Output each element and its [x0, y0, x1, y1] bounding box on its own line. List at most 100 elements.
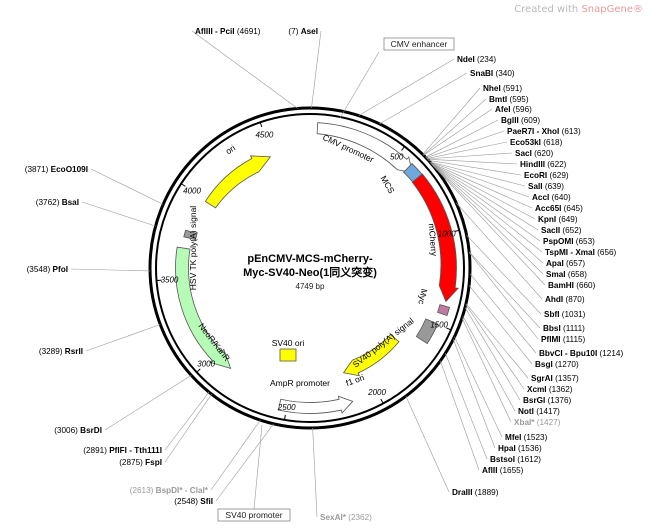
hsv-tk-polya-label: HSV TK poly(A) signal — [188, 206, 198, 291]
tick-line — [454, 229, 460, 232]
site-enzyme: AflII — [482, 466, 497, 475]
site-leader-line — [210, 419, 261, 491]
site-position: (1115) — [561, 335, 586, 344]
site-position: (2875) — [119, 458, 145, 467]
site-pfoi: (3548) PfoI — [27, 265, 68, 274]
tick-label: 4000 — [183, 187, 201, 196]
site-position: (653) — [573, 237, 595, 246]
backbone-outer — [148, 106, 472, 430]
site-position: (234) — [475, 55, 497, 64]
plasmid-size: 4749 bp — [296, 282, 325, 291]
site-position: (620) — [532, 149, 554, 158]
tick-line — [401, 146, 406, 151]
plasmid-name-line1: pEnCMV-MCS-mCherry- — [247, 253, 373, 265]
site-enzyme: TspMI - XmaI — [545, 248, 595, 257]
site-position: (1214) — [597, 349, 623, 358]
site-nhei: NheI (591) — [483, 84, 522, 93]
site-enzyme: AseI — [301, 27, 318, 36]
site-position: (1376) — [545, 396, 571, 405]
site-acc65i: Acc65I (645) — [535, 204, 583, 213]
site-enzyme: AhdI — [545, 295, 563, 304]
site-leader-line — [461, 317, 512, 423]
site-leader-line — [455, 202, 543, 300]
site-saci: SacI (620) — [515, 149, 554, 158]
site-enzyme: MfeI — [505, 433, 521, 442]
site-leader-line — [445, 353, 488, 460]
ampr-promoter-label: AmpR promoter — [270, 378, 330, 388]
snapgene-credit: Created with SnapGene® — [514, 4, 643, 15]
site-leader-line — [440, 360, 480, 471]
site-leader-line — [70, 268, 151, 272]
site-sexai-: SexAI* (2362) — [320, 513, 372, 522]
mcs-label: MCS — [379, 174, 397, 196]
site-bstsoi: BstsoI (1612) — [490, 455, 541, 464]
site-enzyme: BsgI — [535, 360, 553, 369]
site-hindiii: HindIII (622) — [520, 160, 567, 169]
site-enzyme: PflMI — [541, 335, 561, 344]
site-leader-line — [422, 87, 481, 155]
site-ndei: NdeI (234) — [457, 55, 496, 64]
site-xcmi: XcmI (1362) — [527, 385, 573, 394]
site-enzyme: NotI — [518, 407, 534, 416]
site-leader-line — [423, 98, 487, 156]
tick-label: 2000 — [367, 388, 386, 397]
site-position: (7) — [288, 27, 300, 36]
site-position: (3762) — [36, 198, 62, 207]
site-ecoo109i: (3871) EcoO109I — [25, 165, 88, 174]
site-acci: AccI (640) — [532, 193, 571, 202]
site-enzyme: PfoI — [53, 265, 68, 274]
site-position: (618) — [541, 138, 563, 147]
site-bspdi-clai-: (2613) BspDI* - ClaI* — [130, 486, 209, 495]
site-leader-line — [468, 285, 533, 365]
site-enzyme: BsaI — [62, 198, 79, 207]
site-position: (596) — [510, 105, 532, 114]
site-leader-line — [405, 395, 450, 493]
site-enzyme: XbaI* — [514, 418, 535, 427]
site-noti: NotI (1417) — [518, 407, 560, 416]
site-enzyme: BamHI — [548, 281, 574, 290]
site-bglii: BglII (609) — [501, 116, 540, 125]
site-leader-line — [454, 336, 503, 438]
site-enzyme: NheI — [483, 84, 501, 93]
site-bmti: BmtI (595) — [489, 95, 529, 104]
site-position: (1427) — [534, 418, 560, 427]
site-enzyme: FspI — [145, 458, 162, 467]
site-position: (656) — [595, 248, 617, 257]
site-enzyme: NdeI — [457, 55, 475, 64]
site-bbsi: BbsI (1111) — [543, 324, 585, 333]
tick-line — [284, 414, 286, 420]
site-position: (3548) — [27, 265, 53, 274]
site-leader-line — [104, 375, 192, 431]
site-aflii: AflII (1655) — [482, 466, 524, 475]
site-leader-line — [425, 130, 505, 159]
site-enzyme: PaeR7I - XhoI — [507, 127, 559, 136]
site-position: (645) — [561, 204, 583, 213]
site-bsgi: BsgI (1270) — [535, 360, 579, 369]
site-enzyme: RsrII — [65, 347, 83, 356]
site-sbfi: SbfI (1031) — [544, 310, 586, 319]
site-position: (1655) — [497, 466, 523, 475]
site-leader-line — [469, 273, 537, 354]
site-leader-line — [452, 339, 496, 449]
snapgene-brand: SnapGene® — [581, 4, 643, 15]
tick-label: 500 — [390, 153, 404, 162]
site-sfii: (2548) SfiI — [174, 497, 213, 506]
myc-label: Myc — [416, 288, 429, 306]
site-position: (870) — [563, 295, 585, 304]
f1-ori-label: f1 ori — [344, 372, 365, 388]
site-position: (1031) — [559, 310, 585, 319]
site-enzyme: SexAI* — [320, 513, 347, 522]
site-leader-line — [430, 163, 536, 220]
cmv-promoter-feature — [316, 122, 413, 174]
site-leader-line — [431, 164, 543, 253]
site-leader-line — [468, 251, 541, 329]
site-enzyme: BspDI* - ClaI* — [156, 486, 209, 495]
site-fspi: (2875) FspI — [119, 458, 162, 467]
site-position: (1417) — [534, 407, 560, 416]
plasmid-name-line2: Myc-SV40-Neo(1同义突变) — [243, 265, 377, 279]
sv40-ori-label: SV40 ori — [272, 338, 305, 348]
tick-line — [196, 368, 201, 373]
tick-marks: 500 1000 1500 2000 2500 3000 3500 4000 4500 — [156, 122, 460, 420]
site-position: (1362) — [547, 385, 573, 394]
site-leader-line — [311, 30, 322, 109]
